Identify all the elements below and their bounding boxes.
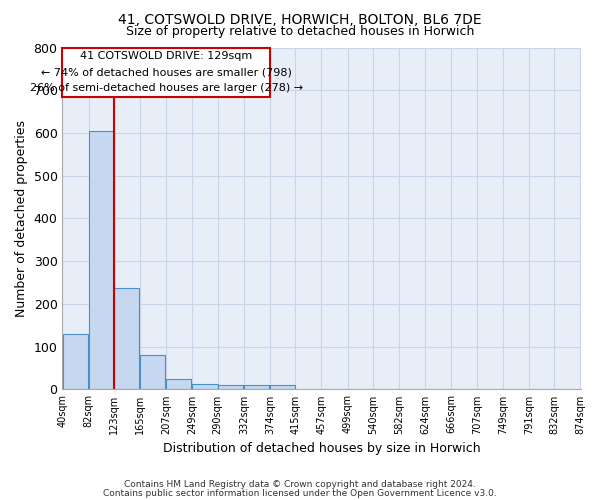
Bar: [114, 288, 139, 390]
Bar: [62, 334, 88, 390]
Text: Contains public sector information licensed under the Open Government Licence v3: Contains public sector information licen…: [103, 488, 497, 498]
Bar: [244, 385, 269, 390]
Y-axis label: Number of detached properties: Number of detached properties: [15, 120, 28, 317]
Bar: [270, 385, 295, 390]
Bar: [166, 378, 191, 390]
Text: 41, COTSWOLD DRIVE, HORWICH, BOLTON, BL6 7DE: 41, COTSWOLD DRIVE, HORWICH, BOLTON, BL6…: [118, 12, 482, 26]
FancyBboxPatch shape: [62, 48, 270, 96]
Text: ← 74% of detached houses are smaller (798): ← 74% of detached houses are smaller (79…: [41, 67, 292, 77]
Text: 41 COTSWOLD DRIVE: 129sqm: 41 COTSWOLD DRIVE: 129sqm: [80, 52, 252, 62]
Text: 26% of semi-detached houses are larger (278) →: 26% of semi-detached houses are larger (…: [29, 83, 303, 93]
Bar: [140, 355, 166, 390]
Bar: [218, 385, 243, 390]
Bar: [89, 131, 114, 390]
Text: Contains HM Land Registry data © Crown copyright and database right 2024.: Contains HM Land Registry data © Crown c…: [124, 480, 476, 489]
Text: Size of property relative to detached houses in Horwich: Size of property relative to detached ho…: [126, 25, 474, 38]
X-axis label: Distribution of detached houses by size in Horwich: Distribution of detached houses by size …: [163, 442, 480, 455]
Bar: [193, 384, 218, 390]
